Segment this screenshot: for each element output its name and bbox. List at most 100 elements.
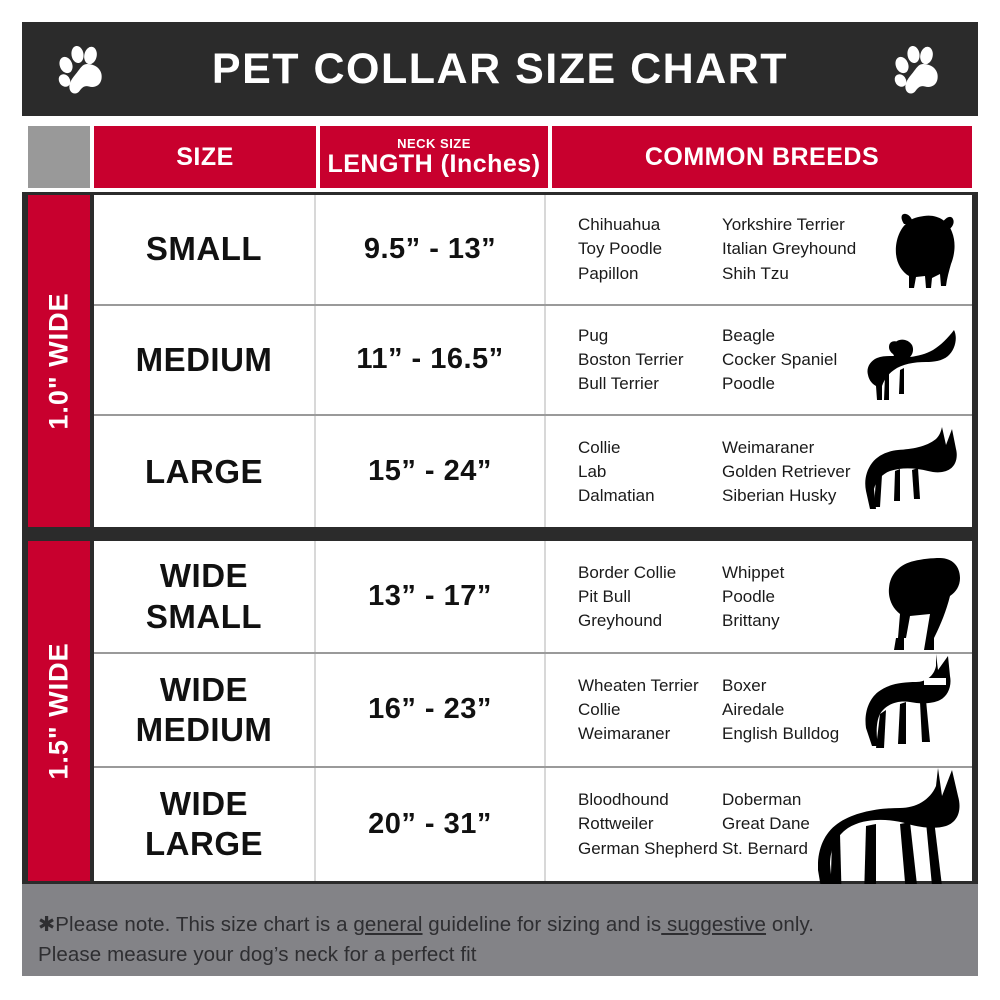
footer-note: ✱Please note. This size chart is a gener…	[22, 884, 978, 976]
column-header-length-label: LENGTH (Inches)	[327, 149, 541, 178]
width-band-1-0: 1.0" WIDE	[28, 195, 90, 527]
section-1-0-wide: 1.0" WIDE SMALL 9.5” - 13” Chihuahua Toy…	[22, 192, 978, 530]
row-breeds-cell: Border Collie Pit Bull Greyhound Whippet…	[546, 541, 972, 652]
row-length-cell: 9.5” - 13”	[316, 195, 546, 304]
row-size-cell: LARGE	[94, 416, 316, 527]
boxer-silhouette-icon	[862, 653, 966, 766]
footer-emphasis-general: general	[353, 913, 423, 936]
chart-body: 1.0" WIDE SMALL 9.5” - 13” Chihuahua Toy…	[22, 192, 978, 884]
breed-item: Doberman	[722, 790, 802, 810]
breeds-column-1: Wheaten Terrier Collie Weimaraner	[578, 674, 699, 746]
breed-item: Italian Greyhound	[722, 239, 857, 259]
column-header-neck-size-label: NECK SIZE	[397, 136, 471, 152]
footer-emphasis-suggestive: suggestive	[661, 913, 767, 936]
breeds-column-2: Yorkshire Terrier Italian Greyhound Shih…	[722, 213, 856, 285]
beagle-silhouette-icon	[858, 328, 966, 414]
row-size-label: SMALL	[145, 230, 263, 268]
breed-item: St. Bernard	[722, 838, 808, 858]
breed-item: Toy Poodle	[578, 239, 663, 259]
breed-item: Poodle	[722, 374, 775, 394]
breed-item: Border Collie	[578, 562, 677, 582]
pomeranian-silhouette-icon	[880, 208, 966, 304]
shepherd-silhouette-icon	[856, 423, 966, 527]
breed-item: Collie	[578, 437, 621, 457]
footer-text-c: only.	[766, 913, 815, 936]
row-size-cell: WIDE MEDIUM	[94, 654, 316, 766]
table-row[interactable]: WIDE SMALL 13” - 17” Border Collie Pit B…	[94, 541, 972, 655]
row-size-label: MEDIUM	[135, 340, 273, 378]
breed-item: Dalmatian	[578, 485, 655, 505]
breed-item: Siberian Husky	[722, 485, 837, 505]
breeds-column-2: Whippet Poodle Brittany	[722, 560, 784, 632]
breed-item: Shih Tzu	[722, 263, 789, 283]
row-size-cell: SMALL	[94, 195, 316, 304]
breeds-column-2: Doberman Great Dane St. Bernard	[722, 788, 810, 860]
breed-item: Wheaten Terrier	[578, 675, 699, 695]
breed-item: Collie	[578, 699, 621, 719]
row-length-cell: 11” - 16.5”	[316, 305, 546, 415]
breed-item: Cocker Spaniel	[722, 349, 838, 369]
breeds-column-1: Border Collie Pit Bull Greyhound	[578, 560, 676, 632]
breed-item: Bloodhound	[578, 790, 669, 810]
row-size-label: WIDE	[159, 557, 249, 595]
footer-text-b: guideline for sizing and is	[422, 913, 662, 936]
breed-item: Bull Terrier	[578, 374, 659, 394]
row-length-cell: 16” - 23”	[316, 654, 546, 766]
row-breeds-cell: Collie Lab Dalmatian Weimaraner Golden R…	[546, 416, 972, 527]
row-length-label: 15” - 24”	[368, 455, 492, 488]
width-band-label: 1.0" WIDE	[43, 292, 74, 430]
footer-text-a: ✱Please note. This size chart is a	[38, 913, 354, 936]
breed-item: Weimaraner	[722, 437, 815, 457]
row-breeds-cell: Bloodhound Rottweiler German Shepherd Do…	[546, 768, 972, 881]
paw-print-icon	[892, 41, 944, 97]
footer-line-1: ✱Please note. This size chart is a gener…	[38, 910, 978, 940]
breeds-column-1: Pug Boston Terrier Bull Terrier	[578, 324, 684, 396]
breeds-column-1: Bloodhound Rottweiler German Shepherd	[578, 788, 718, 860]
column-header-row: SIZE NECK SIZE LENGTH (Inches) COMMON BR…	[22, 126, 978, 190]
row-size-label: LARGE	[145, 452, 263, 490]
section-1-5-wide: 1.5" WIDE WIDE SMALL 13” - 17” Border Co…	[22, 538, 978, 884]
table-row[interactable]: LARGE 15” - 24” Collie Lab Dalmatian Wei…	[94, 416, 972, 527]
breeds-column-1: Chihuahua Toy Poodle Papillon	[578, 213, 662, 285]
row-size-cell: WIDE SMALL	[94, 541, 316, 653]
breed-item: Pug	[578, 325, 609, 345]
row-length-label: 13” - 17”	[368, 580, 492, 613]
row-length-label: 20” - 31”	[368, 807, 492, 840]
table-row[interactable]: MEDIUM 11” - 16.5” Pug Boston Terrier Bu…	[94, 305, 972, 417]
row-breeds-cell: Chihuahua Toy Poodle Papillon Yorkshire …	[546, 195, 972, 304]
row-size-label-2: LARGE	[145, 825, 263, 863]
table-row[interactable]: WIDE LARGE 20” - 31” Bloodhound Rottweil…	[94, 767, 972, 881]
row-size-cell: WIDE LARGE	[94, 767, 316, 881]
breed-item: English Bulldog	[722, 724, 840, 744]
table-row[interactable]: WIDE MEDIUM 16” - 23” Wheaten Terrier Co…	[94, 653, 972, 768]
breed-item: Golden Retriever	[722, 461, 851, 481]
table-row[interactable]: SMALL 9.5” - 13” Chihuahua Toy Poodle Pa…	[94, 195, 972, 306]
row-size-label-2: MEDIUM	[135, 710, 273, 748]
breed-item: Rottweiler	[578, 814, 654, 834]
breed-item: Greyhound	[578, 610, 663, 630]
breed-item: Chihuahua	[578, 215, 661, 235]
paw-print-icon	[56, 41, 108, 97]
row-size-label: WIDE	[159, 670, 249, 708]
breed-item: Whippet	[722, 562, 785, 582]
row-size-cell: MEDIUM	[94, 305, 316, 415]
row-length-cell: 20” - 31”	[316, 767, 546, 881]
breed-item: Boston Terrier	[578, 349, 684, 369]
column-header-breeds-label: COMMON BREEDS	[644, 142, 880, 171]
breed-item: Airedale	[722, 699, 785, 719]
column-header-length: NECK SIZE LENGTH (Inches)	[320, 126, 548, 188]
row-length-label: 9.5” - 13”	[363, 232, 497, 265]
breed-item: Great Dane	[722, 814, 810, 834]
width-band-1-5: 1.5" WIDE	[28, 541, 90, 881]
row-breeds-cell: Pug Boston Terrier Bull Terrier Beagle C…	[546, 306, 972, 415]
row-breeds-cell: Wheaten Terrier Collie Weimaraner Boxer …	[546, 653, 972, 766]
chart-header: PET COLLAR SIZE CHART	[22, 22, 978, 116]
breed-item: Poodle	[722, 586, 775, 606]
row-length-label: 11” - 16.5”	[356, 343, 504, 376]
column-header-size: SIZE	[94, 126, 316, 188]
width-band-label: 1.5" WIDE	[43, 642, 74, 780]
breed-item: Yorkshire Terrier	[722, 215, 845, 235]
column-header-size-label: SIZE	[176, 142, 234, 171]
breed-item: Beagle	[722, 325, 775, 345]
